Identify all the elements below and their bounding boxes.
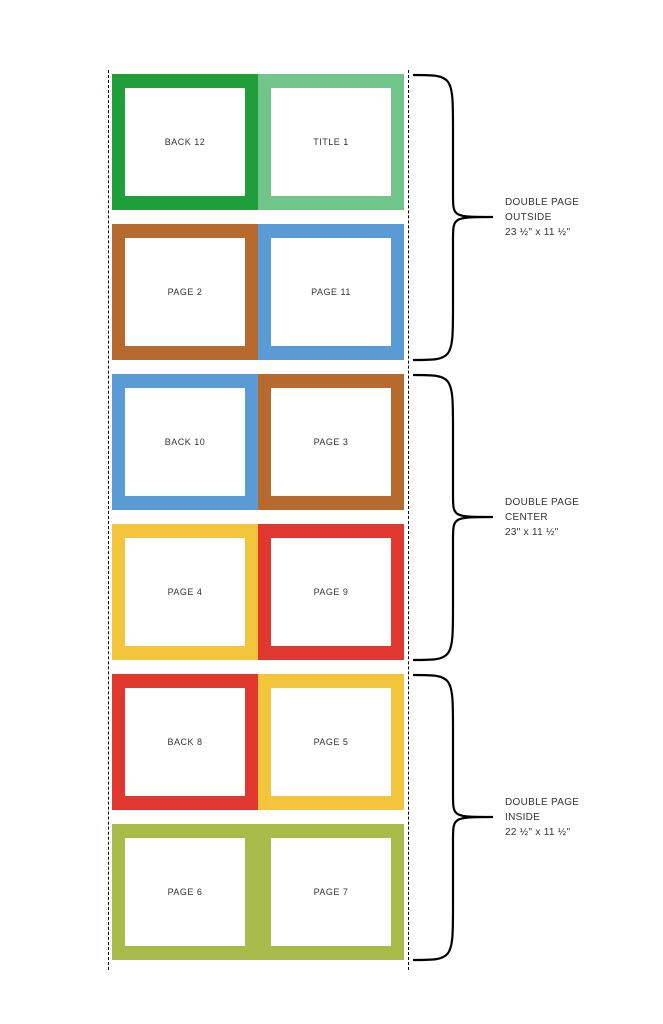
spread-row-4: PAGE 4 PAGE 9	[112, 524, 404, 660]
page-frame-back8: BACK 8	[112, 674, 258, 810]
left-fold-guide	[108, 70, 109, 970]
spread-row-1: BACK 12 TITLE 1	[112, 74, 404, 210]
section-title-line1: DOUBLE PAGE	[505, 495, 645, 510]
spread-row-6: PAGE 6 PAGE 7	[112, 824, 404, 960]
page-frame-page3: PAGE 3	[258, 374, 404, 510]
section-label-center: DOUBLE PAGE CENTER 23" x 11 ½"	[505, 495, 645, 540]
page-label: PAGE 3	[271, 388, 391, 496]
section-title-line2: OUTSIDE	[505, 210, 645, 225]
page-frame-page11: PAGE 11	[258, 224, 404, 360]
spread-row-2: PAGE 2 PAGE 11	[112, 224, 404, 360]
brace-center	[408, 370, 498, 665]
page-label: BACK 8	[125, 688, 245, 796]
page-frame-title1: TITLE 1	[258, 74, 404, 210]
page-label: PAGE 6	[125, 838, 245, 946]
page-frame-page7: PAGE 7	[258, 824, 404, 960]
section-title-line1: DOUBLE PAGE	[505, 795, 645, 810]
section-title-line2: CENTER	[505, 510, 645, 525]
spread-row-3: BACK 10 PAGE 3	[112, 374, 404, 510]
page-label: BACK 10	[125, 388, 245, 496]
page-frame-page4: PAGE 4	[112, 524, 258, 660]
page-label: PAGE 2	[125, 238, 245, 346]
section-title-line1: DOUBLE PAGE	[505, 195, 645, 210]
page-frame-back10: BACK 10	[112, 374, 258, 510]
page-frame-page2: PAGE 2	[112, 224, 258, 360]
page-label: BACK 12	[125, 88, 245, 196]
spread-row-5: BACK 8 PAGE 5	[112, 674, 404, 810]
brace-outside	[408, 70, 498, 365]
section-dims: 23" x 11 ½"	[505, 525, 645, 540]
diagram-canvas: BACK 12 TITLE 1 PAGE 2 PAGE 11 BACK 10 P…	[0, 0, 663, 1024]
right-fold-guide	[408, 70, 409, 970]
page-label: PAGE 11	[271, 238, 391, 346]
page-label: PAGE 7	[271, 838, 391, 946]
page-frame-page6: PAGE 6	[112, 824, 258, 960]
section-label-outside: DOUBLE PAGE OUTSIDE 23 ½" x 11 ½"	[505, 195, 645, 240]
page-frame-page5: PAGE 5	[258, 674, 404, 810]
section-dims: 22 ½" x 11 ½"	[505, 825, 645, 840]
brace-inside	[408, 670, 498, 965]
section-label-inside: DOUBLE PAGE INSIDE 22 ½" x 11 ½"	[505, 795, 645, 840]
page-label: PAGE 5	[271, 688, 391, 796]
page-frame-page9: PAGE 9	[258, 524, 404, 660]
section-title-line2: INSIDE	[505, 810, 645, 825]
page-label: TITLE 1	[271, 88, 391, 196]
page-label: PAGE 4	[125, 538, 245, 646]
section-dims: 23 ½" x 11 ½"	[505, 225, 645, 240]
page-frame-back12: BACK 12	[112, 74, 258, 210]
page-label: PAGE 9	[271, 538, 391, 646]
